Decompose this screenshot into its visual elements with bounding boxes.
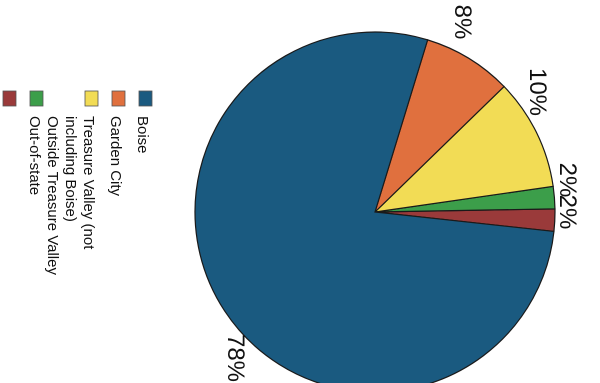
legend: Boise Garden City Treasure Valley (notincl… (2, 90, 153, 275)
data-label-boise: 78% (222, 334, 249, 382)
pie-slice-garden-city (374, 39, 505, 213)
data-label-garden-city: 8% (449, 5, 476, 40)
data-label-outside-treasure-valley: 2% (554, 163, 581, 198)
data-label-treasure-valley-not-including-boise: 10% (524, 68, 551, 116)
legend-label: Garden City (107, 116, 124, 197)
legend-swatch-treasure-valley-not-including-boise (84, 90, 99, 107)
pie-slices (194, 31, 556, 383)
pie-slice-treasure-valley-not-including-boise (373, 85, 554, 213)
data-labels: 2%2% 10% 8% 78% (222, 5, 581, 382)
legend-label: Outside Treasure Valley (44, 116, 61, 275)
legend-swatch-outside-treasure-valley (29, 90, 44, 107)
legend-swatch-garden-city (111, 90, 126, 107)
legend-label: Boise (134, 116, 151, 154)
pie-slice-boise (194, 31, 555, 383)
legend-label: Out-of-state (26, 116, 43, 195)
legend-swatch-boise (138, 90, 153, 107)
legend-label: Treasure Valley (not (80, 116, 97, 250)
legend-label: including Boise) (62, 116, 79, 222)
legend-swatch-out-of-state (2, 90, 17, 107)
data-label-out-of-state: 2% (554, 195, 581, 230)
